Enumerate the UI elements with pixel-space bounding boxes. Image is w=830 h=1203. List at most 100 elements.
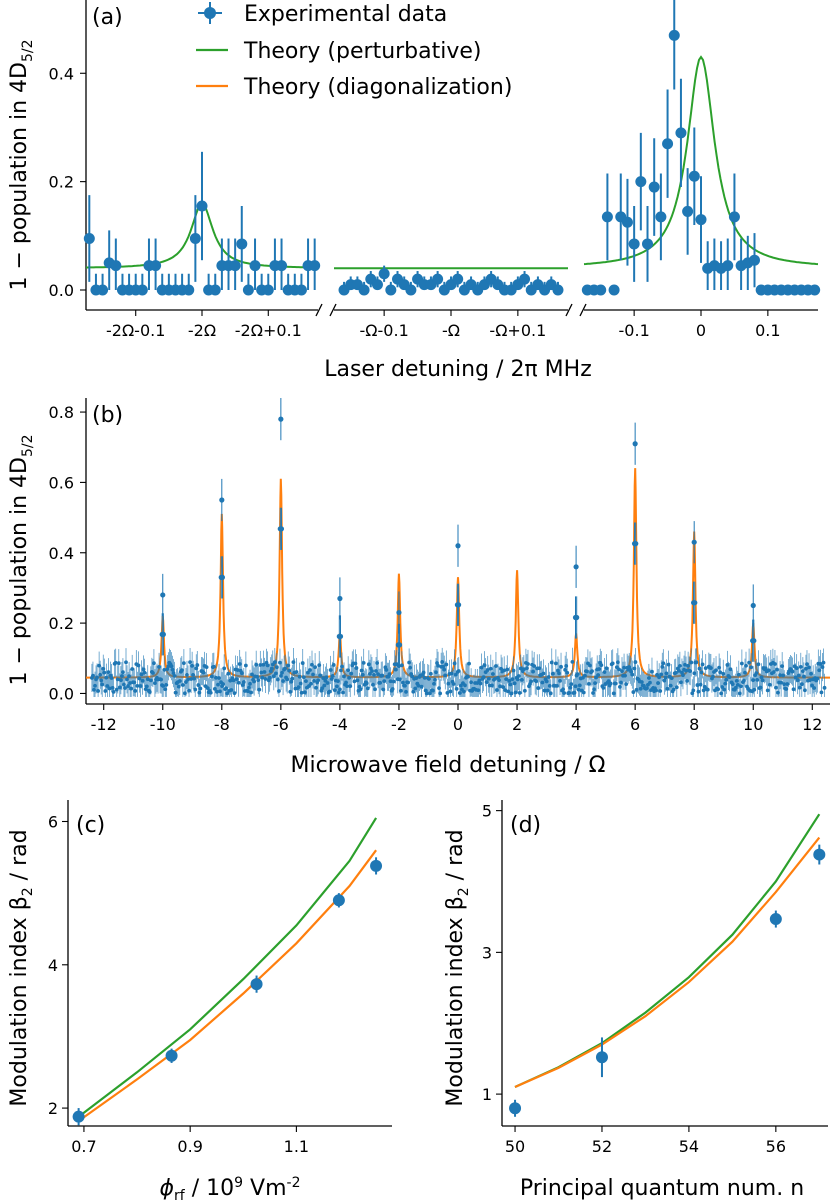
panel-c-diagonalization-curve bbox=[77, 849, 377, 1122]
panel-a-xtick-label: -Ω-0.1 bbox=[360, 321, 409, 340]
panel-b-peak-point bbox=[692, 600, 698, 606]
panel-b-data-point bbox=[590, 669, 594, 674]
panel-a-data-point bbox=[276, 260, 288, 272]
panel-b-data-point bbox=[451, 682, 456, 686]
panel-b-data-point bbox=[691, 688, 696, 693]
panel-b-data-point bbox=[133, 689, 138, 693]
panel-c-ytick-label: 4 bbox=[48, 956, 58, 975]
panel-b-data-point bbox=[608, 681, 613, 686]
panel-a-data-point bbox=[242, 284, 254, 296]
panel-a-data-point bbox=[552, 284, 564, 296]
panel-a-data-point bbox=[682, 205, 694, 217]
panel-c-xlabel: ϕrf / 109 Vm-2 bbox=[160, 1175, 301, 1203]
panel-a-data-point bbox=[97, 284, 109, 296]
panel-b-data-point bbox=[181, 661, 186, 666]
panel-c-xtick-label: 1.1 bbox=[284, 1137, 309, 1156]
panel-a-xtick-label: -2Ω+0.1 bbox=[235, 321, 302, 340]
panel-a-data-point bbox=[189, 233, 201, 245]
panel-b-peak-point bbox=[396, 642, 403, 648]
panel-b-data-point bbox=[526, 662, 530, 666]
panel-b-data-point bbox=[779, 680, 784, 685]
panel-b-data-point bbox=[243, 663, 248, 668]
panel-c-ytick-label: 6 bbox=[48, 812, 58, 831]
panel-b-ylabel: 1 − population in 4D5/2 bbox=[7, 435, 36, 686]
legend-label-experimental: Experimental data bbox=[244, 2, 447, 27]
panel-b-data-point bbox=[721, 671, 726, 676]
panel-b-data-point bbox=[703, 666, 708, 671]
panel-d-xtick-label: 56 bbox=[766, 1137, 786, 1156]
panel-b-data-point bbox=[569, 682, 574, 687]
panel-c-tag: (c) bbox=[76, 813, 105, 838]
panel-b-data-point bbox=[798, 664, 803, 669]
panel-b-data-point bbox=[277, 689, 281, 693]
panel-a-data-point bbox=[748, 254, 760, 266]
panel-b-data-point bbox=[428, 671, 433, 676]
panel-d-xtick-label: 50 bbox=[505, 1137, 525, 1156]
panel-b-peak-point bbox=[574, 614, 580, 621]
panel-b-data-point bbox=[587, 681, 591, 686]
panel-b-xtick-label: -2 bbox=[391, 715, 407, 734]
panel-c-xtick-label: 0.9 bbox=[177, 1137, 202, 1156]
panel-a-data-point bbox=[688, 170, 700, 182]
panel-b-xtick-label: 10 bbox=[743, 715, 763, 734]
panel-a-xtick-label: 0.1 bbox=[755, 321, 780, 340]
panel-b-data-point bbox=[570, 659, 575, 664]
panel-b-xtick-label: 6 bbox=[630, 715, 640, 734]
panel-b-data-point bbox=[562, 691, 567, 695]
panel-b-data-point bbox=[488, 666, 493, 671]
panel-a-data-point bbox=[595, 284, 607, 296]
panel-b-data-point bbox=[522, 688, 527, 693]
panel-b-data-point bbox=[115, 677, 120, 682]
panel-b-xtick-label: 2 bbox=[512, 715, 522, 734]
panel-b-data-point bbox=[559, 664, 563, 669]
panel-b-data-point bbox=[400, 663, 404, 668]
panel-b-data-point bbox=[775, 667, 779, 672]
panel-a-data-point bbox=[655, 211, 667, 223]
panel-b-data-point bbox=[294, 670, 299, 674]
panel-b-peak-point bbox=[396, 609, 402, 616]
panel-b-peak-point bbox=[751, 638, 757, 644]
panel-b-data-point bbox=[671, 687, 676, 692]
panel-b-data-point bbox=[257, 687, 262, 692]
panel-b-data-point bbox=[444, 662, 449, 667]
panel-b-data-point bbox=[773, 662, 777, 666]
panel-b-data-point bbox=[373, 687, 377, 692]
panel-b-data-point bbox=[494, 664, 498, 668]
panel-d-data-point bbox=[509, 1102, 522, 1115]
panel-b-data-point bbox=[791, 687, 796, 692]
axis-break-mark bbox=[579, 303, 587, 317]
panel-a-data-point bbox=[150, 260, 162, 272]
panel-b-data-point bbox=[365, 686, 370, 691]
panel-b-data-point bbox=[689, 660, 694, 665]
panel-b-data-point bbox=[565, 670, 570, 675]
panel-a-data-point bbox=[432, 273, 444, 285]
panel-b-data-point bbox=[755, 677, 760, 682]
panel-b-data-point bbox=[318, 673, 323, 678]
panel-b-data-point bbox=[739, 661, 744, 666]
panel-b-xtick-label: -10 bbox=[150, 715, 176, 734]
panel-a-data-point bbox=[642, 238, 654, 250]
panel-b-ytick-label: 0.4 bbox=[49, 544, 74, 563]
panel-b-data-point bbox=[341, 690, 345, 695]
panel-b-data-point bbox=[718, 670, 723, 675]
panel-a-data-point bbox=[83, 233, 95, 245]
panel-b-data-point bbox=[555, 683, 559, 688]
panel-d-plot: 1 3 5 50 52 54 56 bbox=[482, 800, 828, 1156]
panel-a-data-point bbox=[695, 214, 707, 226]
panel-b-data-point bbox=[536, 686, 541, 690]
panel-b-data-point bbox=[398, 688, 403, 693]
panel-b-data-point bbox=[674, 685, 679, 690]
panel-b-data-point bbox=[478, 681, 483, 686]
panel-b-data-point bbox=[454, 687, 459, 691]
axis-break-mark bbox=[315, 303, 323, 317]
panel-b-data-point bbox=[790, 669, 795, 674]
panel-b-data-point bbox=[694, 660, 699, 665]
panel-b-data-point bbox=[427, 691, 432, 696]
legend-label-diagonalization: Theory (diagonalization) bbox=[243, 75, 512, 100]
panel-b-data-point bbox=[113, 660, 118, 665]
panel-b-data-point bbox=[331, 663, 336, 667]
panel-a-xtick-label: -2Ω-0.1 bbox=[106, 321, 165, 340]
panel-a-data-point bbox=[728, 211, 740, 223]
panel-b-data-point bbox=[287, 668, 292, 673]
